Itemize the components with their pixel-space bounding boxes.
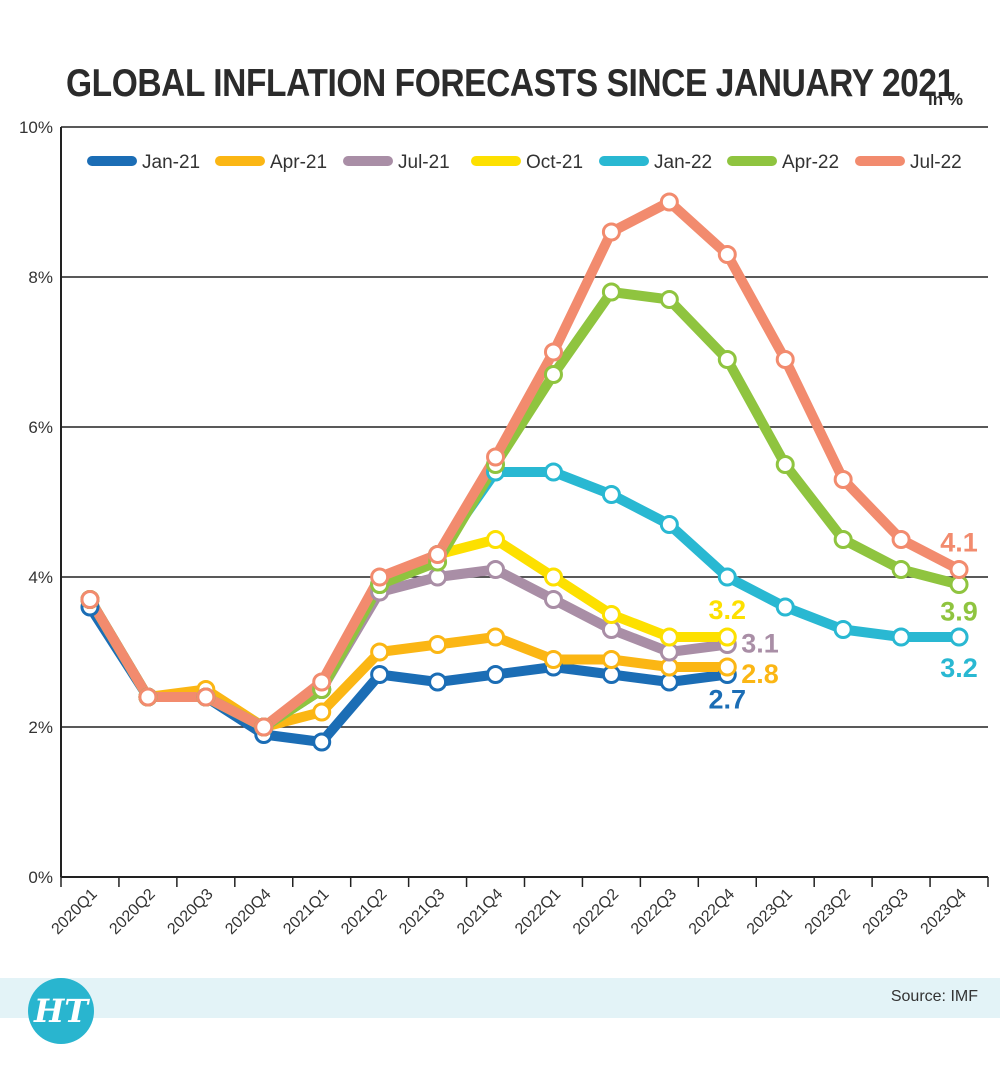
- x-tick-label: 2022Q2: [570, 886, 622, 938]
- y-tick-label: 8%: [28, 268, 53, 287]
- data-point: [486, 665, 506, 684]
- legend-label: Jan-21: [142, 152, 200, 173]
- x-tick-label: 2021Q4: [454, 886, 506, 938]
- x-tick-label: 2020Q2: [106, 886, 158, 938]
- data-point: [601, 650, 621, 669]
- unit-label: in %: [928, 90, 963, 109]
- data-point: [601, 605, 621, 624]
- data-point: [717, 245, 737, 264]
- data-point: [543, 590, 563, 609]
- series-line-jan-22: [85, 467, 964, 732]
- data-point: [543, 365, 563, 384]
- y-tick-label: 6%: [28, 418, 53, 437]
- data-point: [486, 627, 506, 647]
- footer-bar: [0, 978, 1000, 1018]
- legend-label: Jul-22: [910, 152, 962, 173]
- data-point: [659, 290, 679, 309]
- data-point: [775, 597, 795, 617]
- x-tick-label: 2020Q1: [49, 886, 101, 938]
- data-point: [543, 462, 563, 482]
- x-tick-label: 2021Q1: [280, 886, 332, 938]
- y-tick-label: 2%: [28, 718, 53, 737]
- data-point: [486, 447, 506, 467]
- data-point: [949, 627, 969, 647]
- series-line-jul-22: [85, 197, 964, 732]
- data-point: [833, 620, 853, 639]
- data-point: [659, 192, 679, 212]
- data-point: [717, 657, 737, 677]
- data-point: [833, 470, 853, 489]
- data-point: [601, 282, 621, 302]
- data-point: [543, 567, 563, 587]
- data-point: [486, 560, 506, 579]
- y-tick-label: 4%: [28, 568, 53, 587]
- data-point: [717, 350, 737, 369]
- y-tick-label: 0%: [28, 868, 53, 887]
- x-tick-label: 2023Q4: [918, 886, 970, 938]
- data-point: [833, 530, 853, 549]
- data-point: [717, 567, 737, 587]
- end-value-label: 3.2: [940, 653, 978, 683]
- data-point: [312, 672, 332, 692]
- end-value-label: 2.7: [709, 685, 747, 715]
- x-tick-label: 2023Q1: [744, 886, 796, 938]
- end-value-label: 2.8: [741, 659, 779, 689]
- x-tick-label: 2023Q2: [802, 886, 854, 938]
- data-point: [543, 342, 563, 362]
- chart-title: GLOBAL INFLATION FORECASTS SINCE JANUARY…: [66, 62, 955, 105]
- data-point: [659, 627, 679, 647]
- x-tick-label: 2021Q2: [338, 886, 390, 938]
- end-value-label: 4.1: [940, 528, 978, 558]
- data-point: [254, 717, 274, 737]
- x-tick-label: 2020Q3: [164, 886, 216, 938]
- x-tick-label: 2020Q4: [222, 886, 274, 938]
- x-tick-label: 2023Q3: [860, 886, 912, 938]
- data-point: [949, 560, 969, 579]
- series-line-apr-21: [85, 594, 733, 732]
- data-point: [370, 665, 390, 684]
- x-tick-label: 2022Q1: [512, 886, 564, 938]
- x-tick-label: 2022Q3: [628, 886, 680, 938]
- data-point: [370, 567, 390, 587]
- data-point: [196, 687, 216, 707]
- data-point: [80, 590, 100, 609]
- legend-label: Jan-22: [654, 152, 712, 173]
- data-point: [428, 635, 448, 654]
- data-point: [312, 732, 332, 752]
- data-point: [486, 530, 506, 549]
- end-value-label: 3.2: [709, 595, 747, 625]
- x-tick-label: 2022Q4: [686, 886, 738, 938]
- data-point: [370, 642, 390, 662]
- series-line-apr-22: [85, 287, 964, 732]
- data-point: [601, 485, 621, 504]
- data-point: [601, 222, 621, 242]
- legend-label: Apr-21: [270, 152, 327, 173]
- data-point: [717, 627, 737, 647]
- data-point: [891, 530, 911, 549]
- data-point: [891, 560, 911, 579]
- end-value-label: 3.1: [741, 629, 779, 659]
- end-value-label: 3.9: [940, 597, 978, 627]
- x-tick-label: 2021Q3: [396, 886, 448, 938]
- ht-logo: HT: [28, 978, 94, 1044]
- data-point: [775, 455, 795, 474]
- data-point: [428, 545, 448, 564]
- data-point: [891, 627, 911, 647]
- source-note: Source: IMF: [890, 988, 978, 1005]
- data-point: [138, 687, 158, 707]
- y-tick-label: 10%: [19, 118, 53, 137]
- data-point: [428, 672, 448, 692]
- legend-label: Jul-21: [398, 152, 450, 173]
- legend-label: Oct-21: [526, 152, 583, 173]
- legend-label: Apr-22: [782, 152, 839, 173]
- data-point: [659, 515, 679, 534]
- data-point: [775, 350, 795, 369]
- data-point: [543, 650, 563, 669]
- data-point: [312, 702, 332, 722]
